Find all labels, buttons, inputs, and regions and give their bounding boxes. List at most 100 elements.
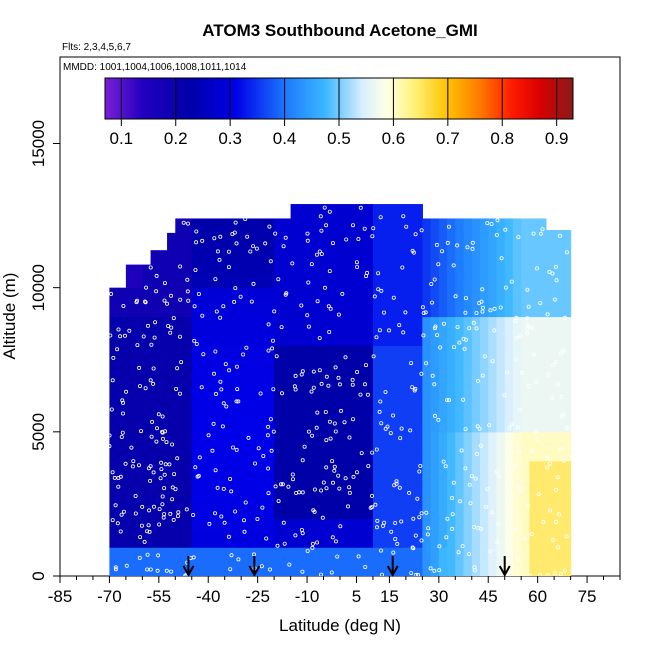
heatmap-cell xyxy=(545,345,555,361)
observation-point xyxy=(142,539,147,544)
heatmap-cell xyxy=(364,561,374,576)
heatmap-cell xyxy=(265,388,275,404)
heatmap-cell xyxy=(249,287,259,303)
colorbar-tick-label: 0.1 xyxy=(110,129,134,148)
heatmap-cell xyxy=(430,446,440,462)
observation-point xyxy=(417,469,422,474)
heatmap-cell xyxy=(307,460,316,476)
heatmap-cell xyxy=(364,460,374,476)
heatmap-cell xyxy=(537,345,547,361)
heatmap-cell xyxy=(480,258,489,274)
heatmap-cell xyxy=(422,532,432,548)
observation-point xyxy=(201,352,206,357)
heatmap-cell xyxy=(529,218,539,231)
observation-point xyxy=(550,363,555,368)
heatmap-cell xyxy=(290,345,300,361)
heatmap-cell xyxy=(249,359,259,375)
heatmap-cell xyxy=(282,345,292,361)
observation-point xyxy=(453,294,458,299)
heatmap-cell xyxy=(158,316,168,332)
heatmap-cell xyxy=(191,503,201,519)
observation-point xyxy=(473,476,478,481)
observation-point xyxy=(437,544,442,549)
observation-point xyxy=(265,433,270,438)
observation-point xyxy=(492,328,497,333)
observation-point xyxy=(232,299,237,304)
heatmap-cell xyxy=(274,460,283,476)
heatmap-cell xyxy=(298,446,308,462)
heatmap-cell xyxy=(241,359,251,375)
heatmap-cell xyxy=(183,475,193,491)
heatmap-cell xyxy=(397,316,407,332)
heatmap-cell xyxy=(134,264,143,274)
heatmap-cell xyxy=(372,215,382,231)
observation-point xyxy=(503,227,508,232)
heatmap-cell xyxy=(323,273,333,289)
heatmap-cell xyxy=(455,431,465,447)
heatmap-cell xyxy=(562,547,572,563)
heatmap-cell xyxy=(405,388,415,404)
heatmap-cell xyxy=(471,273,481,289)
observation-point xyxy=(258,391,263,396)
heatmap-cell xyxy=(340,403,349,419)
observation-point xyxy=(192,304,197,309)
x-tick-label: -25 xyxy=(245,587,270,606)
observation-point xyxy=(199,385,204,390)
heatmap-cell xyxy=(167,518,176,534)
observation-point xyxy=(177,391,182,396)
heatmap-cell xyxy=(150,287,160,303)
heatmap-cell xyxy=(554,431,563,447)
observation-point xyxy=(211,421,216,426)
heatmap-cell xyxy=(463,431,473,447)
heatmap-cell xyxy=(109,330,119,346)
heatmap-cell xyxy=(562,287,572,303)
observation-point xyxy=(354,470,359,475)
heatmap-cell xyxy=(529,460,539,476)
heatmap-cell xyxy=(471,244,481,260)
heatmap-cell xyxy=(175,446,185,462)
heatmap-cell xyxy=(480,302,489,318)
heatmap-cell xyxy=(315,460,325,476)
observation-point xyxy=(485,486,490,491)
heatmap-cell xyxy=(191,230,201,246)
observation-point xyxy=(293,387,298,392)
observation-point xyxy=(107,433,112,438)
observation-point xyxy=(333,539,338,544)
heatmap-cell xyxy=(323,302,333,318)
heatmap-cell xyxy=(512,258,522,274)
observation-point xyxy=(221,486,226,491)
heatmap-cell xyxy=(241,475,251,491)
heatmap-cell xyxy=(348,532,358,548)
heatmap-cell xyxy=(356,403,366,419)
heatmap-cell xyxy=(389,460,399,476)
observation-point xyxy=(516,235,521,240)
observation-point xyxy=(164,440,169,445)
heatmap-cell xyxy=(200,503,209,519)
observation-point xyxy=(279,325,284,330)
y-tick-label: 0 xyxy=(29,571,48,580)
flights-note: Flts: 2,3,4,5,6,7 xyxy=(62,42,131,53)
heatmap-cell xyxy=(265,374,275,390)
heatmap-cell xyxy=(554,547,563,563)
heatmap-cell xyxy=(389,547,399,563)
observation-point xyxy=(287,562,292,567)
observation-point xyxy=(343,476,348,481)
heatmap-cell xyxy=(224,417,234,433)
heatmap-cell xyxy=(554,489,563,505)
observation-point xyxy=(556,512,561,517)
heatmap-cell xyxy=(331,330,341,346)
heatmap-cell xyxy=(274,403,283,419)
heatmap-cell xyxy=(537,218,547,231)
heatmap-cell xyxy=(175,489,185,505)
heatmap-cell xyxy=(447,374,456,390)
heatmap-cell xyxy=(265,345,275,361)
heatmap-cell xyxy=(282,503,292,519)
observation-point xyxy=(419,511,424,516)
heatmap-cell xyxy=(389,388,399,404)
heatmap-cell xyxy=(480,403,489,419)
observation-point xyxy=(179,360,184,365)
dates-note: MMDD: 1001,1004,1006,1008,1011,1014 xyxy=(63,62,247,73)
heatmap-cell xyxy=(455,388,465,404)
heatmap-cell xyxy=(307,374,316,390)
heatmap-cell xyxy=(117,359,127,375)
